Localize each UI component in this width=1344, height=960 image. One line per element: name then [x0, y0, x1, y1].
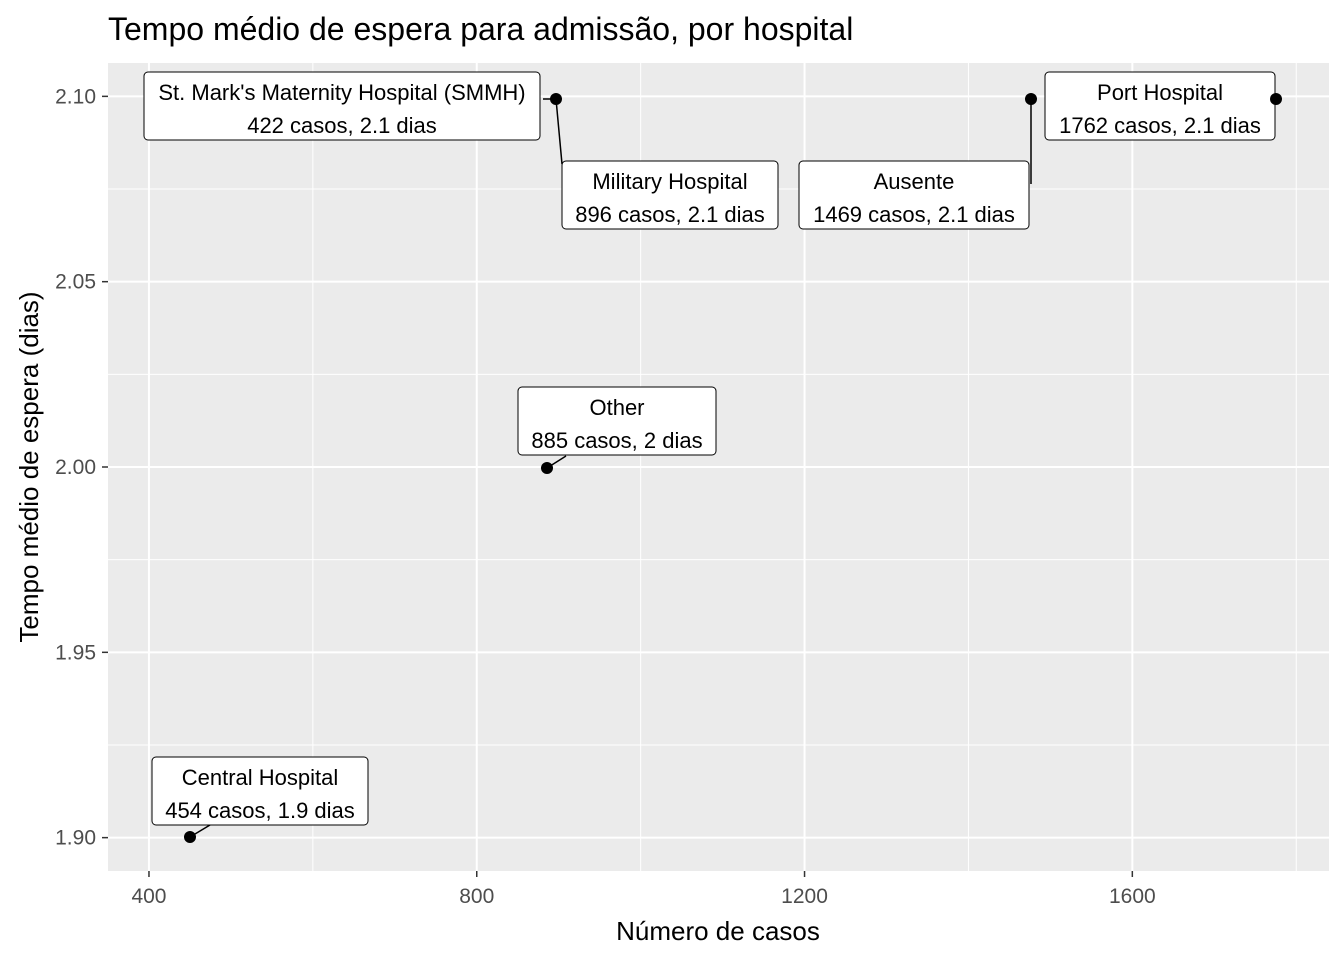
x-axis-title: Número de casos	[616, 916, 820, 946]
label-detail: 896 casos, 2.1 dias	[575, 202, 765, 227]
label-box	[561, 160, 779, 230]
point-label: Port Hospital 1762 casos, 2.1 dias	[1044, 71, 1276, 141]
label-hospital-name: Central Hospital	[182, 765, 339, 790]
x-tick-label: 1200	[781, 885, 828, 908]
point-label: Military Hospital 896 casos, 2.1 dias	[555, 98, 779, 230]
y-tick-label: 2.05	[55, 271, 96, 294]
label-detail: 1762 casos, 2.1 dias	[1059, 113, 1261, 138]
point-labels: St. Mark's Maternity Hospital (SMMH) 422 …	[143, 71, 1276, 838]
data-point	[1025, 93, 1037, 105]
label-detail: 1469 casos, 2.1 dias	[813, 202, 1015, 227]
x-tick-label: 400	[131, 885, 166, 908]
label-hospital-name: Military Hospital	[592, 169, 747, 194]
y-tick-label: 2.10	[55, 85, 96, 108]
point-label: St. Mark's Maternity Hospital (SMMH) 422 …	[143, 71, 556, 141]
point-label: Central Hospital 454 casos, 1.9 dias	[151, 756, 369, 838]
data-point	[184, 831, 196, 843]
label-box	[517, 386, 717, 456]
data-point	[1270, 93, 1282, 105]
x-tick-label: 1600	[1109, 885, 1156, 908]
label-box	[1044, 71, 1276, 141]
label-box	[151, 756, 369, 826]
label-detail: 422 casos, 2.1 dias	[247, 113, 437, 138]
point-label: Other 885 casos, 2 dias	[517, 386, 717, 469]
data-point	[541, 462, 553, 474]
label-hospital-name: St. Mark's Maternity Hospital (SMMH)	[158, 80, 525, 105]
x-tick-label: 800	[459, 885, 494, 908]
point-label: Ausente 1469 casos, 2.1 dias	[798, 99, 1032, 230]
y-axis: 1.90 1.95 2.00 2.05 2.10	[55, 85, 108, 850]
y-axis-title: Tempo médio de espera (dias)	[14, 291, 44, 642]
data-point	[550, 93, 562, 105]
label-hospital-name: Port Hospital	[1097, 80, 1223, 105]
y-tick-label: 1.90	[55, 827, 96, 850]
y-tick-label: 2.00	[55, 456, 96, 479]
data-points	[184, 93, 1282, 843]
label-hospital-name: Other	[589, 395, 644, 420]
x-axis: 400 800 1200 1600	[131, 871, 1156, 908]
label-box	[143, 71, 541, 141]
label-box	[798, 160, 1030, 230]
label-detail: 885 casos, 2 dias	[531, 428, 702, 453]
chart-title: Tempo médio de espera para admissão, por…	[108, 11, 853, 47]
label-leader-line	[555, 98, 563, 165]
y-tick-label: 1.95	[55, 641, 96, 664]
label-hospital-name: Ausente	[874, 169, 955, 194]
label-detail: 454 casos, 1.9 dias	[165, 798, 355, 823]
